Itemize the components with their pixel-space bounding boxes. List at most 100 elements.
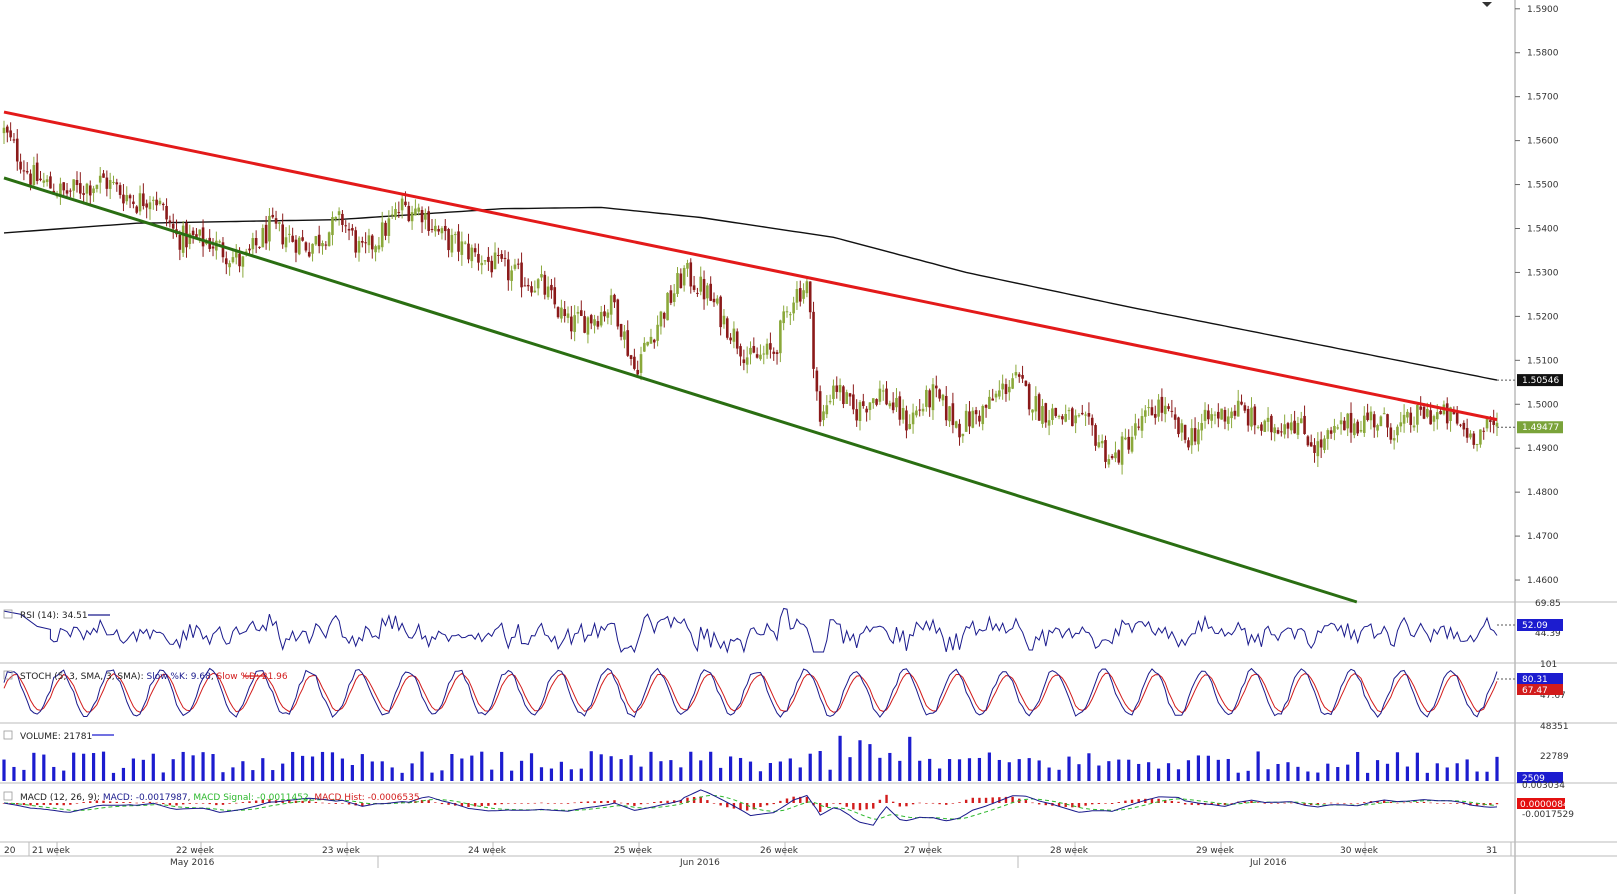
macd-hist-bar [1276, 803, 1280, 804]
candle-body [1416, 405, 1419, 425]
candle-body [679, 273, 683, 289]
macd-hist-bar [686, 797, 689, 803]
macd-hist-bar [520, 803, 523, 804]
candle [815, 367, 819, 401]
candle [1309, 434, 1313, 447]
candle [1074, 409, 1077, 434]
candle-body [450, 234, 454, 253]
candle-body [530, 286, 533, 293]
candle-body [1187, 440, 1190, 448]
candle [59, 177, 62, 205]
candle [380, 211, 384, 252]
volume-bar [22, 769, 26, 781]
scroll-arrow-icon[interactable] [1482, 2, 1492, 7]
candle [1349, 402, 1353, 443]
candle-body [6, 126, 9, 133]
candle-body [1386, 414, 1389, 428]
candle-body [692, 285, 696, 290]
volume-bar [330, 752, 335, 781]
candle [72, 179, 75, 198]
candle-body [1475, 444, 1479, 446]
candle-body [1190, 428, 1194, 446]
panel-close-icon[interactable] [3, 670, 13, 680]
candle-body [579, 310, 583, 316]
macd-hist-bar [181, 803, 185, 805]
macd-hist-bar [971, 797, 974, 803]
volume-bar [898, 760, 902, 781]
candle [25, 162, 29, 175]
candle [1173, 407, 1177, 429]
candle-body [1104, 440, 1107, 462]
candle-body [1429, 410, 1432, 425]
macd-hist-bar [248, 801, 251, 803]
candle [1134, 413, 1137, 440]
candle [911, 403, 915, 434]
candle-body [941, 394, 945, 401]
macd-tick-label: 0.003034 [1522, 781, 1565, 791]
volume-bar [360, 754, 364, 781]
panel-close-icon[interactable] [3, 730, 13, 740]
candle-body [988, 396, 991, 409]
candle [769, 332, 772, 359]
volume-bar [878, 757, 882, 781]
candle [148, 195, 152, 220]
candle [682, 265, 686, 292]
stoch-label: STOCH (5, 3, SMA, 3, SMA): [20, 672, 144, 682]
macd-hist-bar [1475, 803, 1479, 806]
candle [75, 171, 79, 193]
macd-hist-bar [95, 800, 99, 803]
macd-hist-bar [1283, 802, 1286, 804]
panel-close-icon[interactable] [3, 609, 13, 619]
candle-body [1412, 425, 1416, 428]
candle [553, 277, 557, 309]
candle-body [842, 386, 845, 405]
macd-hist-bar [633, 803, 636, 806]
candle-body [994, 393, 998, 398]
candle [596, 315, 600, 330]
candle-body [769, 343, 772, 350]
macd-hist-label: MACD Hist: -0.0006535 [314, 793, 419, 803]
candle-body [560, 307, 563, 319]
macd-hist-bar [1256, 802, 1260, 803]
candle [745, 346, 749, 374]
candle [112, 175, 115, 185]
last-price-tag-label: 1.49477 [1522, 423, 1559, 433]
macd-hist-bar [62, 803, 65, 806]
panel-close-icon[interactable] [3, 791, 13, 801]
volume-bar [1236, 772, 1240, 781]
candle [115, 178, 119, 192]
candle-body [643, 342, 646, 352]
candle-body [470, 247, 474, 262]
macd-hist-bar [991, 797, 994, 803]
candle [1353, 418, 1356, 439]
candle [503, 250, 507, 267]
candle-body [1299, 418, 1303, 424]
candle-body [341, 213, 344, 225]
price-tick-label: 1.4800 [1527, 488, 1559, 498]
candle [805, 279, 809, 298]
candle [15, 129, 19, 171]
candle [178, 230, 182, 261]
volume-bar [1385, 763, 1390, 781]
candle [1004, 378, 1008, 402]
volume-bar [967, 758, 972, 781]
macd-hist-bar [832, 803, 835, 804]
macd-hist-bar [1230, 803, 1233, 804]
candle [1289, 414, 1293, 435]
week-label: 26 week [760, 846, 799, 856]
volume-bar [510, 770, 514, 781]
candle-body [662, 312, 666, 319]
candle [1402, 404, 1406, 433]
volume-bar [1276, 763, 1280, 781]
stoch-d-tag [1517, 684, 1563, 695]
candle-body [652, 339, 656, 343]
candle-body [938, 389, 941, 399]
macd-hist-bar [1117, 802, 1120, 803]
candle-body [1167, 406, 1170, 409]
candle-body [191, 230, 195, 236]
candle [885, 381, 888, 406]
candle-body [599, 311, 603, 326]
macd-hist-bar [865, 803, 868, 810]
macd-hist-bar [619, 802, 623, 804]
